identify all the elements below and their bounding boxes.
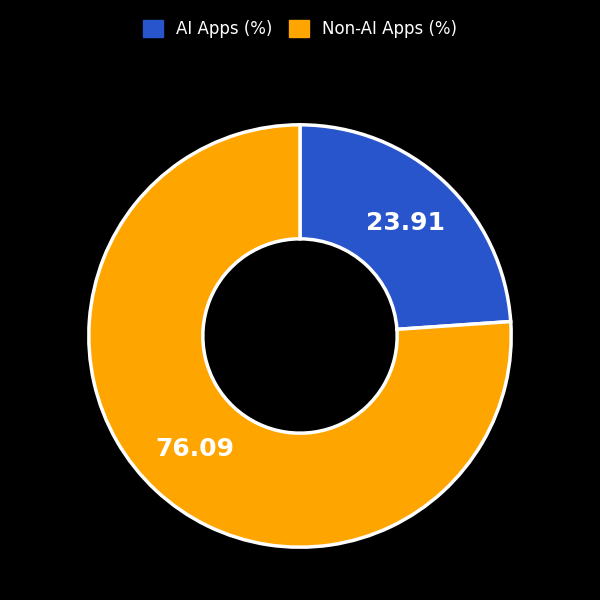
Wedge shape — [300, 125, 511, 329]
Wedge shape — [89, 125, 511, 547]
Legend: AI Apps (%), Non-AI Apps (%): AI Apps (%), Non-AI Apps (%) — [134, 11, 466, 47]
Text: 76.09: 76.09 — [155, 437, 234, 461]
Text: 23.91: 23.91 — [366, 211, 445, 235]
